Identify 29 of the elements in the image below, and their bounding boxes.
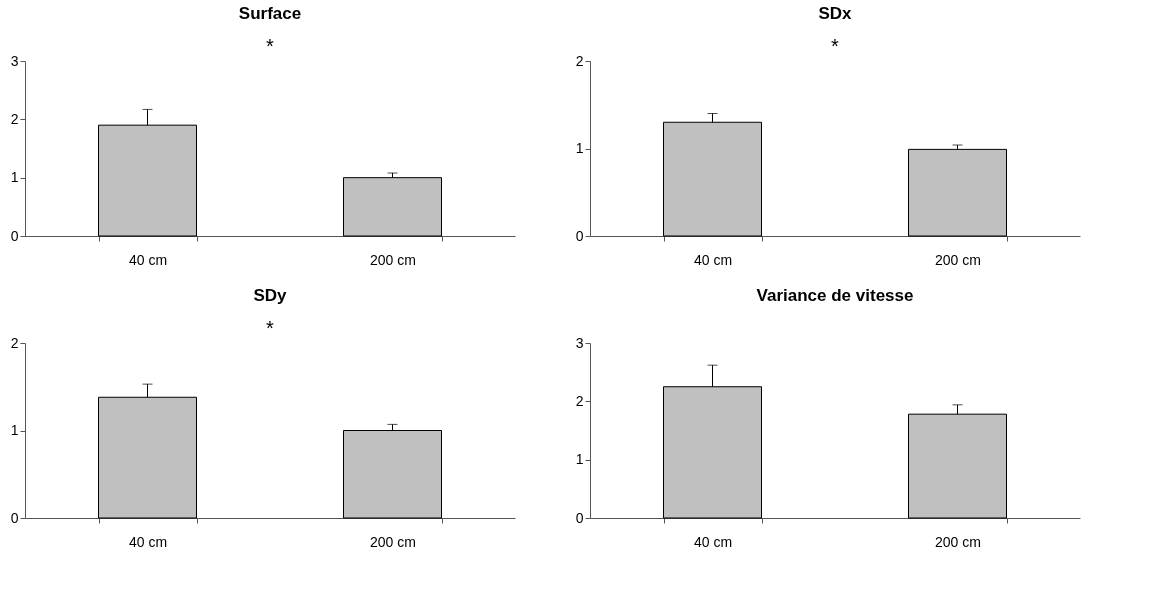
x-tick-label: 40 cm bbox=[128, 251, 168, 268]
y-tick-label: 2 bbox=[10, 334, 19, 351]
x-tick-label: 200 cm bbox=[370, 533, 416, 550]
text: * bbox=[266, 35, 275, 57]
chart-title: SDy bbox=[253, 286, 288, 305]
y-tick-label: 1 bbox=[575, 451, 584, 468]
x-tick-label: 40 cm bbox=[693, 533, 733, 550]
chart-title: SDx bbox=[818, 4, 853, 23]
x-tick-label: 200 cm bbox=[935, 251, 981, 268]
y-tick-label: 3 bbox=[575, 334, 584, 351]
y-tick-label: 1 bbox=[575, 140, 584, 156]
text: * bbox=[831, 35, 840, 57]
y-tick-label: 0 bbox=[10, 227, 19, 244]
y-tick-label: 0 bbox=[575, 227, 584, 244]
x-tick-label: 200 cm bbox=[370, 251, 416, 268]
y-tick-label: 1 bbox=[10, 422, 19, 438]
y-tick-label: 0 bbox=[575, 509, 584, 526]
y-tick-label: 0 bbox=[10, 509, 19, 526]
text: * bbox=[266, 317, 275, 339]
chart-title: Surface bbox=[238, 4, 302, 23]
x-tick-label: 200 cm bbox=[935, 533, 981, 550]
y-tick-label: 2 bbox=[10, 110, 19, 127]
chart-title: Variance de vitesse bbox=[756, 286, 914, 305]
y-tick-label: 1 bbox=[10, 169, 19, 186]
y-tick-label: 2 bbox=[575, 52, 584, 69]
x-tick-label: 40 cm bbox=[693, 251, 733, 268]
y-tick-label: 2 bbox=[575, 392, 584, 409]
y-tick-label: 3 bbox=[10, 52, 19, 69]
x-tick-label: 40 cm bbox=[128, 533, 168, 550]
